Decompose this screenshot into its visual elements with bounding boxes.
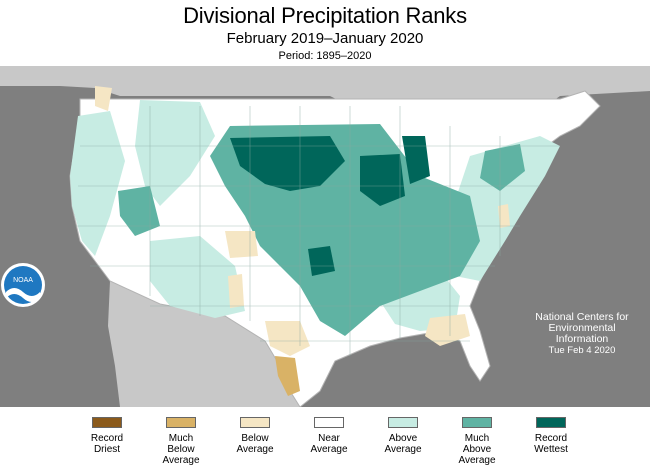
legend-swatch bbox=[166, 417, 196, 428]
noaa-logo-icon: NOAA bbox=[1, 263, 45, 307]
much-above-region-northeast bbox=[480, 144, 525, 191]
legend-label: Above Average bbox=[384, 433, 422, 455]
noaa-logo-text: NOAA bbox=[13, 277, 33, 284]
below-region-ga bbox=[425, 314, 470, 346]
record-wettest-oklahoma bbox=[308, 246, 335, 276]
legend-item-much-above: Much Above Average bbox=[437, 417, 517, 466]
map-panel: NOAA National Centers for Environmental … bbox=[0, 66, 650, 407]
legend-item-above: Above Average bbox=[363, 417, 443, 455]
mexico-land bbox=[108, 281, 300, 407]
below-region-nm bbox=[228, 274, 244, 308]
legend-swatch bbox=[92, 417, 122, 428]
below-region-tx bbox=[265, 321, 310, 356]
division-lines bbox=[75, 106, 560, 356]
map-subtitle: February 2019–January 2020 bbox=[226, 30, 424, 47]
legend-label: Below Average bbox=[236, 433, 274, 455]
credit-line3: Information bbox=[555, 333, 609, 345]
record-wettest-dakotas bbox=[230, 136, 345, 191]
much-above-region-nevada bbox=[118, 186, 160, 236]
above-region-west bbox=[70, 111, 125, 256]
below-region-wa bbox=[95, 86, 112, 111]
legend-label: Near Average bbox=[310, 433, 348, 455]
below-region-co bbox=[225, 231, 258, 258]
legend-swatch bbox=[314, 417, 344, 428]
above-region-northrockies bbox=[135, 100, 215, 206]
below-region-md bbox=[498, 204, 510, 228]
legend-label: Record Driest bbox=[90, 433, 124, 455]
legend-label: Much Above Average bbox=[458, 433, 496, 466]
map-period: Period: 1895–2020 bbox=[278, 50, 372, 62]
legend-item-much-below: Much Below Average bbox=[141, 417, 221, 466]
legend-swatch bbox=[536, 417, 566, 428]
record-wettest-michigan bbox=[402, 136, 430, 184]
map-title: Divisional Precipitation Ranks bbox=[183, 3, 467, 28]
legend-item-near: Near Average bbox=[289, 417, 369, 455]
legend-item-record-driest: Record Driest bbox=[67, 417, 147, 455]
credit-block: National Centers for Environmental Infor… bbox=[522, 311, 642, 357]
above-region-southwest bbox=[150, 236, 245, 318]
credit-line2: Environmental bbox=[548, 322, 616, 334]
credit-date: Tue Feb 4 2020 bbox=[548, 345, 616, 356]
legend-swatch bbox=[388, 417, 418, 428]
legend-label: Record Wettest bbox=[534, 433, 568, 455]
legend-item-record-wettest: Record Wettest bbox=[511, 417, 591, 455]
legend-swatch bbox=[462, 417, 492, 428]
legend-swatch bbox=[240, 417, 270, 428]
legend: Record Driest Much Below Average Below Average… bbox=[0, 407, 650, 475]
legend-label: Much Below Average bbox=[162, 433, 200, 466]
credit-line1: National Centers for bbox=[535, 311, 629, 323]
us-map bbox=[0, 66, 650, 407]
header: Divisional Precipitation Ranks February … bbox=[0, 0, 650, 66]
much-below-region-tx bbox=[275, 356, 300, 396]
record-wettest-midwest bbox=[360, 154, 405, 206]
legend-item-below: Below Average bbox=[215, 417, 295, 455]
